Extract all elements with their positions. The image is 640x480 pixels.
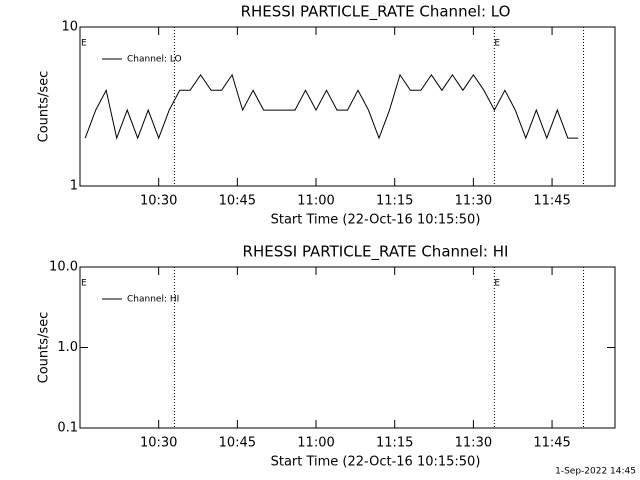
legend-label: Channel: HI: [127, 295, 179, 305]
x-tick-label: 10:45: [219, 194, 256, 209]
x-tick-label: 10:30: [140, 194, 177, 209]
legend-label: Channel: LO: [127, 55, 182, 65]
y-tick-label: 0.1: [57, 421, 78, 436]
event-label: E: [494, 39, 500, 49]
plot-frame: [79, 26, 616, 187]
x-tick-label: 11:45: [533, 194, 570, 209]
event-label: E: [81, 39, 87, 49]
data-line: [84, 73, 579, 140]
x-tick-label: 10:30: [140, 436, 177, 451]
y-tick-label: 1.0: [57, 340, 78, 355]
y-axis-label: Counts/sec: [37, 71, 52, 143]
y-tick-label: 10.0: [49, 260, 78, 275]
x-tick-label: 11:15: [376, 194, 413, 209]
x-tick-label: 11:30: [455, 436, 492, 451]
x-tick-label: 11:00: [297, 194, 334, 209]
footer: 1-Sep-2022 14:45: [555, 467, 636, 477]
x-tick-label: 11:00: [297, 436, 334, 451]
y-axis-label: Counts/sec: [37, 312, 52, 384]
y-tick-label: 10: [61, 20, 78, 35]
x-tick-label: 10:45: [219, 436, 256, 451]
x-tick-label: 11:15: [376, 436, 413, 451]
x-axis-label: Start Time (22-Oct-16 10:15:50): [271, 455, 481, 470]
x-tick-label: 11:45: [533, 436, 570, 451]
event-label: E: [494, 279, 500, 289]
chart-title: RHESSI PARTICLE_RATE Channel: LO: [241, 3, 511, 22]
y-tick-label: 1: [70, 179, 78, 194]
event-label: E: [81, 279, 87, 289]
x-tick-label: 11:30: [455, 194, 492, 209]
chart-title: RHESSI PARTICLE_RATE Channel: HI: [243, 243, 509, 262]
x-axis-label: Start Time (22-Oct-16 10:15:50): [271, 213, 481, 228]
